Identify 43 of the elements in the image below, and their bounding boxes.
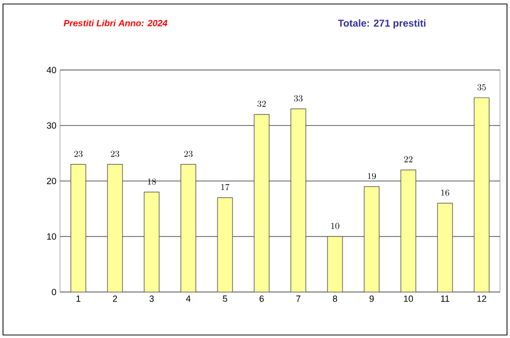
data-label: 10 <box>331 222 340 230</box>
x-tick-label: 2 <box>112 296 118 302</box>
bar <box>180 164 196 292</box>
data-label: 35 <box>477 84 486 90</box>
chart-title: Prestiti Libri Anno: 2024 <box>64 20 168 26</box>
bar <box>217 197 233 292</box>
x-tick-label: 1 <box>76 296 80 302</box>
y-tick-label: 40 <box>46 66 56 74</box>
x-tick-label: 7 <box>296 296 300 302</box>
bar <box>254 114 270 292</box>
bar <box>327 236 343 292</box>
bar <box>474 97 490 292</box>
x-tick-label: 11 <box>441 296 450 302</box>
x-tick-label: 4 <box>186 296 191 302</box>
y-tick-label: 30 <box>46 122 56 129</box>
bar <box>290 108 306 292</box>
chart-subtitle: Totale: 271 prestiti <box>338 19 426 29</box>
data-label: 22 <box>404 156 412 162</box>
bar <box>437 202 453 292</box>
data-label: 23 <box>74 150 83 157</box>
bar <box>70 164 86 292</box>
y-tick-label: 10 <box>47 233 56 240</box>
x-tick-label: 12 <box>477 296 486 302</box>
bar <box>144 192 160 292</box>
x-tick-label: 3 <box>150 296 154 302</box>
x-tick-label: 6 <box>260 296 264 302</box>
bar <box>107 164 123 292</box>
bar <box>364 186 380 292</box>
data-label: 32 <box>257 100 266 107</box>
x-tick-label: 5 <box>222 296 228 302</box>
x-tick-label: 8 <box>332 296 338 302</box>
data-label: 19 <box>368 172 376 180</box>
y-tick-label: 0 <box>52 288 56 296</box>
x-tick-label: 9 <box>370 296 374 302</box>
data-label: 23 <box>110 150 120 157</box>
y-tick-label: 20 <box>46 178 56 184</box>
x-tick-label: 10 <box>404 296 413 302</box>
data-label: 23 <box>184 150 193 157</box>
bar <box>400 170 416 292</box>
data-label: 33 <box>294 95 303 102</box>
data-label: 18 <box>148 178 156 185</box>
data-label: 16 <box>441 190 450 196</box>
data-label: 17 <box>221 184 230 190</box>
